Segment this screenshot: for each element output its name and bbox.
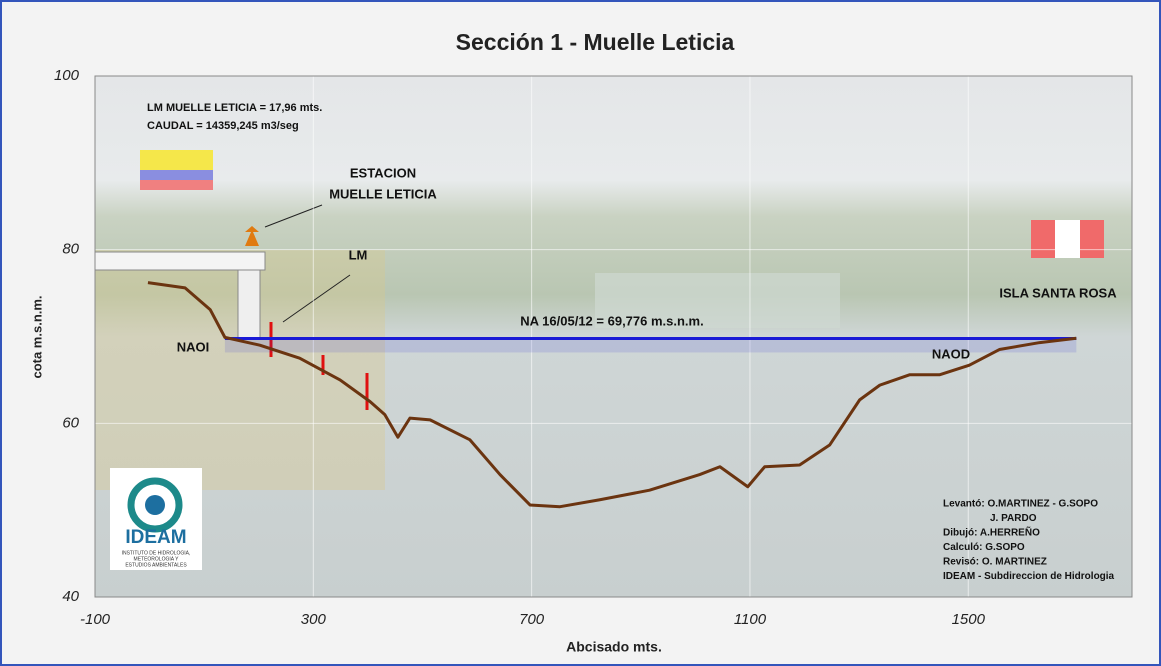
boat-photo [595,273,840,328]
flag-colombia [140,170,213,180]
annotation: LM [349,247,368,262]
x-tick-label: 1100 [734,611,767,628]
station-structure [94,251,266,271]
chart-title: Sección 1 - Muelle Leticia [456,29,735,55]
y-tick-label: 80 [62,241,79,258]
annotation: ESTACION [350,165,416,180]
logo-subtitle: INSTITUTO DE HIDROLOGIA, [122,550,191,556]
y-axis-label: cota m.s.n.m. [29,295,44,378]
flag-peru [1080,220,1104,258]
annotation: LM MUELLE LETICIA = 17,96 mts. [147,102,322,114]
credit-line: IDEAM - Subdireccion de Hidrologia [943,571,1115,582]
credit-line: J. PARDO [990,513,1037,524]
station-arrow [245,226,259,246]
x-tick-label: -100 [80,611,111,628]
x-tick-label: 300 [301,611,327,628]
logo-box [110,468,202,570]
bed-profile [147,281,1077,509]
logo-mark [145,495,165,515]
annotation: CAUDAL = 14359,245 m3/seg [147,120,299,132]
flag-colombia [140,150,213,170]
annotation: ISLA SANTA ROSA [999,285,1117,300]
y-tick-label: 100 [54,67,80,84]
plot-background [95,76,1132,597]
flag-peru [1031,220,1055,258]
annotation: MUELLE LETICIA [329,186,437,201]
annotation: NA 16/05/12 = 69,776 m.s.n.m. [520,313,703,328]
water-band [224,338,1077,353]
logo-subtitle: ESTUDIOS AMBIENTALES [125,562,187,568]
logo-mark [127,477,183,533]
x-tick-label: 700 [519,611,545,628]
pointer [282,274,351,323]
credit-line: Levantó: O.MARTINEZ - G.SOPO [943,499,1098,510]
station-pillar [237,269,261,339]
credit-line: Revisó: O. MARTINEZ [943,557,1047,568]
annotation: NAOD [932,346,970,361]
plot-border [94,75,1133,598]
y-tick-label: 40 [62,588,79,605]
pointer [264,204,323,228]
annotation: NAOI [177,339,210,354]
credit-line: Calculó: G.SOPO [943,542,1025,553]
x-axis-label: Abcisado mts. [566,639,662,655]
logo-name: IDEAM [125,527,186,548]
flag-peru [1055,220,1080,258]
y-tick-label: 60 [62,414,79,431]
flag-colombia [140,180,213,190]
credit-line: Dibujó: A.HERREÑO [943,526,1040,539]
x-tick-label: 1500 [952,611,986,628]
logo-subtitle: METEOROLOGIA Y [134,556,180,562]
